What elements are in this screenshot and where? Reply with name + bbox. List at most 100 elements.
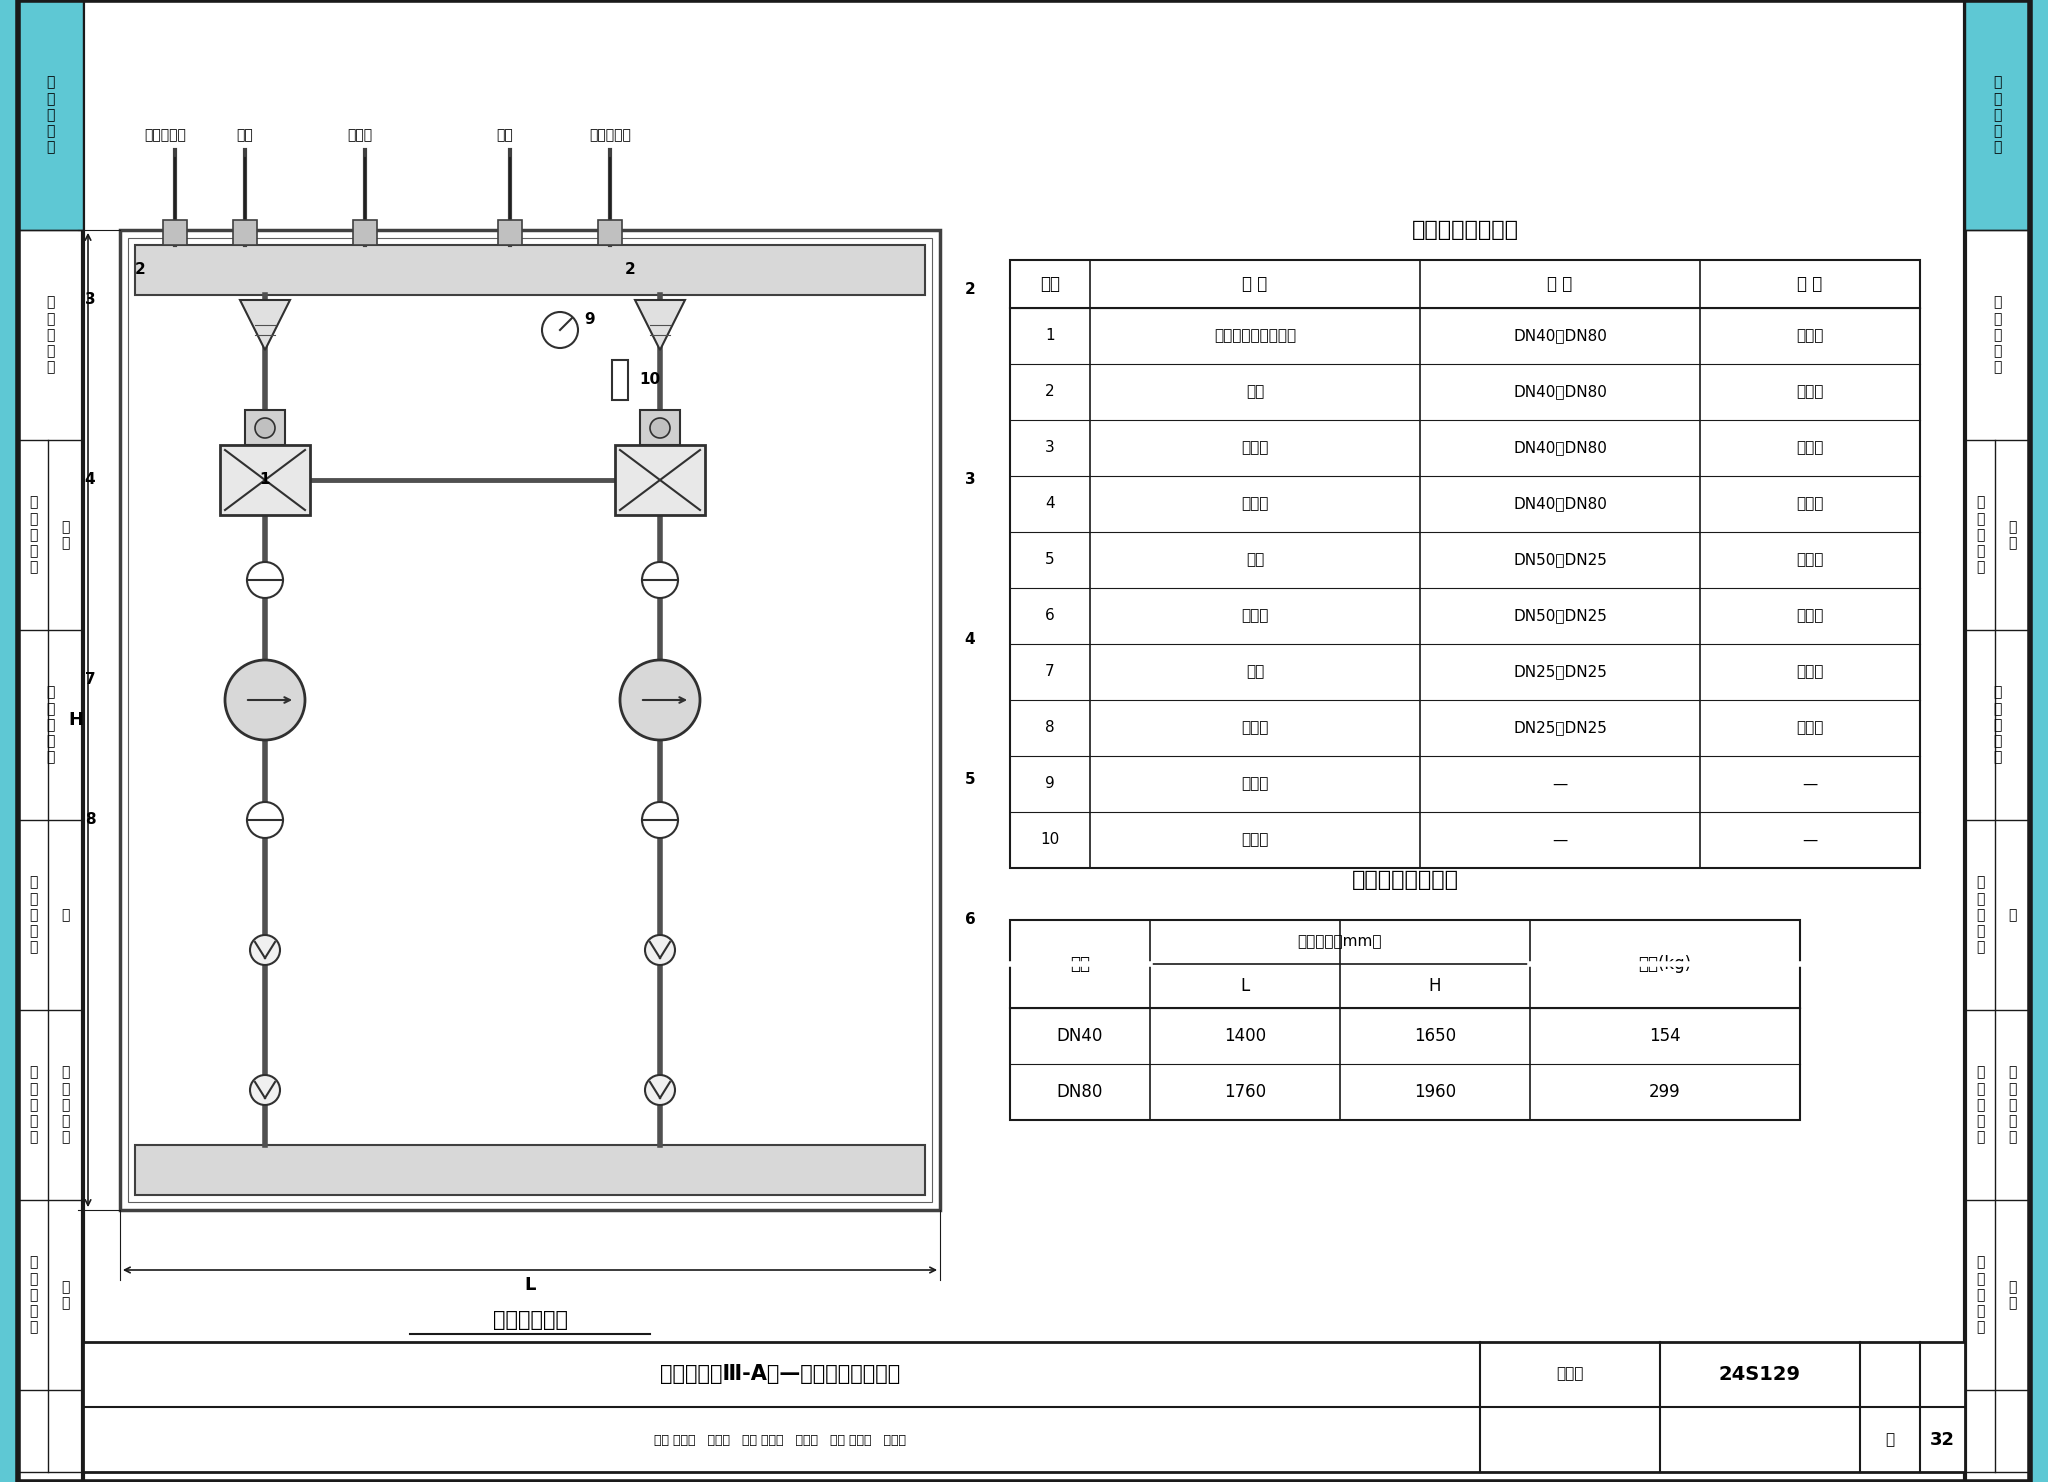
- Circle shape: [645, 1074, 676, 1106]
- Text: DN50、DN25: DN50、DN25: [1513, 609, 1608, 624]
- Text: 恒温水: 恒温水: [348, 127, 373, 142]
- Polygon shape: [240, 299, 291, 350]
- Bar: [18, 0, 84, 1482]
- Text: 主要设备及材料表: 主要设备及材料表: [1411, 219, 1518, 240]
- Text: 组合式外形图: 组合式外形图: [492, 1310, 567, 1329]
- Text: 名 称: 名 称: [1243, 276, 1268, 293]
- Text: 数字式再循环混合阀: 数字式再循环混合阀: [1214, 329, 1296, 344]
- Circle shape: [256, 418, 274, 439]
- Text: 球阀: 球阀: [1245, 664, 1264, 680]
- Bar: [598, 219, 623, 245]
- Text: —: —: [1552, 777, 1567, 791]
- Text: 不锈钢: 不锈钢: [1796, 329, 1823, 344]
- Text: 4: 4: [84, 473, 96, 488]
- Text: 10: 10: [639, 372, 662, 387]
- Text: 2: 2: [965, 283, 975, 298]
- Text: 9: 9: [1044, 777, 1055, 791]
- Text: 流
量
平
衡
阀: 流 量 平 衡 阀: [1976, 495, 1985, 575]
- Text: 3: 3: [84, 292, 96, 307]
- Bar: [639, 411, 680, 445]
- Text: 不锈钢: 不锈钢: [1796, 440, 1823, 455]
- Circle shape: [641, 562, 678, 599]
- Circle shape: [248, 562, 283, 599]
- Text: L: L: [1241, 977, 1249, 994]
- Text: 再循环回水: 再循环回水: [590, 127, 631, 142]
- Text: 4: 4: [1044, 496, 1055, 511]
- Text: 序号: 序号: [1040, 276, 1061, 293]
- Text: H: H: [1430, 977, 1442, 994]
- Text: 图集号: 图集号: [1556, 1366, 1583, 1381]
- Text: 1650: 1650: [1413, 1027, 1456, 1045]
- Text: 1960: 1960: [1413, 1083, 1456, 1101]
- Text: DN40、DN80: DN40、DN80: [1513, 329, 1608, 344]
- Text: 154: 154: [1649, 1027, 1681, 1045]
- Text: 3: 3: [965, 473, 975, 488]
- Bar: [498, 219, 522, 245]
- Text: 1760: 1760: [1225, 1083, 1266, 1101]
- Text: 5: 5: [965, 772, 975, 787]
- Text: 热水: 热水: [238, 127, 254, 142]
- Text: 不锈钢: 不锈钢: [1796, 720, 1823, 735]
- Text: 冷水: 冷水: [496, 127, 514, 142]
- Text: 7: 7: [1044, 664, 1055, 680]
- Text: 2: 2: [625, 262, 635, 277]
- Text: 温度计: 温度计: [1241, 833, 1268, 848]
- Text: 页: 页: [1886, 1433, 1894, 1448]
- Text: 不锈钢: 不锈钢: [1796, 384, 1823, 400]
- Circle shape: [250, 935, 281, 965]
- Text: DN40、DN80: DN40、DN80: [1513, 384, 1608, 400]
- Text: 10: 10: [1040, 833, 1059, 848]
- Bar: [233, 219, 256, 245]
- Text: 不锈钢: 不锈钢: [1796, 664, 1823, 680]
- Circle shape: [248, 802, 283, 837]
- Text: 不锈钢: 不锈钢: [1796, 553, 1823, 568]
- Text: 球阀: 球阀: [1245, 553, 1264, 568]
- Text: 不锈钢: 不锈钢: [1796, 609, 1823, 624]
- Bar: [2030, 0, 2048, 1482]
- Text: DN25、DN25: DN25、DN25: [1513, 664, 1608, 680]
- Bar: [352, 219, 377, 245]
- Text: 毒
灭
菌
装
置: 毒 灭 菌 装 置: [1976, 1066, 1985, 1144]
- Text: —: —: [1802, 777, 1819, 791]
- Bar: [1964, 0, 2030, 1482]
- Text: 立
式: 立 式: [2007, 1280, 2015, 1310]
- Text: DN40、DN80: DN40、DN80: [1513, 440, 1608, 455]
- Bar: [614, 445, 705, 516]
- Text: 恒
温
混
合
阀: 恒 温 混 合 阀: [45, 76, 53, 154]
- Text: 外形尺寸及重量表: 外形尺寸及重量表: [1352, 870, 1458, 891]
- Text: 299: 299: [1649, 1083, 1681, 1101]
- Text: 电: 电: [2007, 908, 2015, 922]
- Circle shape: [621, 659, 700, 740]
- Text: 过滤器: 过滤器: [1241, 440, 1268, 455]
- Text: 材 料: 材 料: [1798, 276, 1823, 293]
- Text: 热
水
专
用
消: 热 水 专 用 消: [61, 1066, 70, 1144]
- Circle shape: [649, 418, 670, 439]
- Text: 重量(kg): 重量(kg): [1638, 954, 1692, 974]
- Text: 4: 4: [965, 633, 975, 648]
- Text: DN40: DN40: [1057, 1027, 1104, 1045]
- Text: 热水器回水: 热水器回水: [143, 127, 186, 142]
- Polygon shape: [635, 299, 684, 350]
- Bar: [0, 0, 18, 1482]
- Text: 8: 8: [1044, 720, 1055, 735]
- Text: 恒温混合阀Ⅲ-A型—单阀组合式外形图: 恒温混合阀Ⅲ-A型—单阀组合式外形图: [659, 1363, 901, 1384]
- Text: 1: 1: [260, 473, 270, 488]
- Text: 胶
囊
膨
胀
罐: 胶 囊 膨 胀 罐: [29, 1255, 37, 1334]
- Circle shape: [225, 659, 305, 740]
- Text: 热
水
专
用
消: 热 水 专 用 消: [2007, 1066, 2015, 1144]
- Text: L: L: [524, 1276, 537, 1294]
- Text: 蝶阀: 蝶阀: [1245, 384, 1264, 400]
- Text: 压力表: 压力表: [1241, 777, 1268, 791]
- Text: 1400: 1400: [1225, 1027, 1266, 1045]
- Text: DN80: DN80: [1057, 1083, 1104, 1101]
- Text: 外形尺寸（mm）: 外形尺寸（mm）: [1298, 935, 1382, 950]
- Text: 32: 32: [1929, 1432, 1954, 1449]
- Text: —: —: [1552, 833, 1567, 848]
- Text: 温
控
循
环
阀: 温 控 循 环 阀: [45, 295, 53, 375]
- Text: 1: 1: [1044, 329, 1055, 344]
- Bar: [164, 219, 186, 245]
- Text: 不锈钢: 不锈钢: [1796, 496, 1823, 511]
- Text: 8: 8: [84, 812, 96, 827]
- Bar: [18, 0, 84, 230]
- Bar: [1964, 0, 2030, 230]
